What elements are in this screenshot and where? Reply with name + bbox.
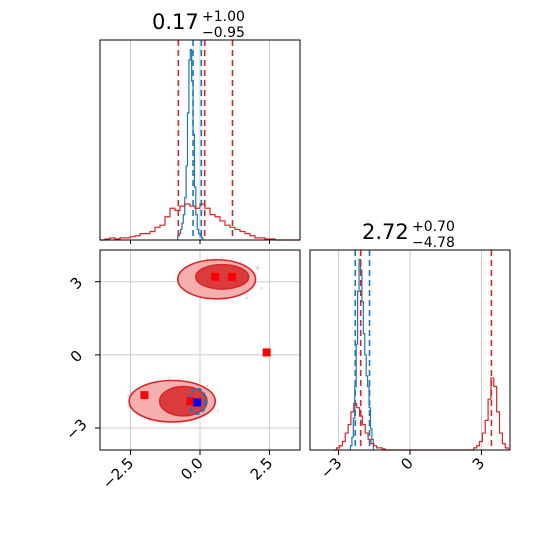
y-tick-label: 3: [67, 273, 86, 292]
marker-red: [227, 272, 236, 281]
marker-red: [262, 348, 271, 357]
title-param0-value: 0.17: [152, 10, 199, 34]
marker-red: [186, 397, 195, 406]
marker-red: [140, 391, 149, 400]
sample-point: [127, 394, 130, 397]
y-tick-label: 0: [67, 347, 86, 366]
sample-point: [260, 287, 263, 290]
scatter-plot-area: [127, 256, 271, 423]
histogram-series-blue: [349, 258, 374, 450]
sample-point: [198, 379, 201, 382]
sample-point: [206, 385, 209, 388]
title-param0-minus: −0.95: [202, 25, 245, 41]
title-param1-minus: −4.78: [412, 235, 455, 251]
sample-point: [177, 377, 180, 380]
contour-blue: [187, 387, 208, 415]
marker-red: [211, 272, 220, 281]
x-tick-label: 0.0: [177, 454, 207, 484]
sample-point: [245, 296, 248, 299]
sample-point: [168, 376, 171, 379]
histogram-panel-param1: 2.72 +0.70 −4.78 −3 0 3: [309, 219, 511, 482]
histogram-series-blue: [177, 48, 204, 240]
y-tick-label: −3: [62, 415, 90, 443]
x-tick-label: 2.5: [247, 454, 277, 484]
histogram-series-red: [100, 203, 300, 241]
histogram-panel-param0: 0.17 +1.00 −0.95: [99, 9, 301, 244]
x-tick-label: 3: [469, 454, 488, 473]
sample-point: [256, 267, 259, 270]
sample-point: [206, 257, 209, 260]
x-tick-label: −3: [317, 454, 345, 482]
sample-point: [240, 260, 243, 263]
title-param1-plus: +0.70: [412, 219, 455, 235]
sample-point: [256, 265, 259, 268]
sample-point: [148, 419, 151, 422]
title-param0-plus: +1.00: [202, 9, 245, 25]
title-param1-value: 2.72: [362, 220, 409, 244]
sample-point: [221, 256, 224, 259]
sample-point: [217, 410, 220, 413]
scatter-panel: −2.5 0.0 2.5 −3 0 3: [62, 249, 301, 493]
x-tick-label: −2.5: [99, 454, 137, 492]
contour-red-inner: [195, 263, 250, 290]
x-tick-label: 0: [397, 454, 416, 473]
marker-blue: [193, 398, 202, 407]
